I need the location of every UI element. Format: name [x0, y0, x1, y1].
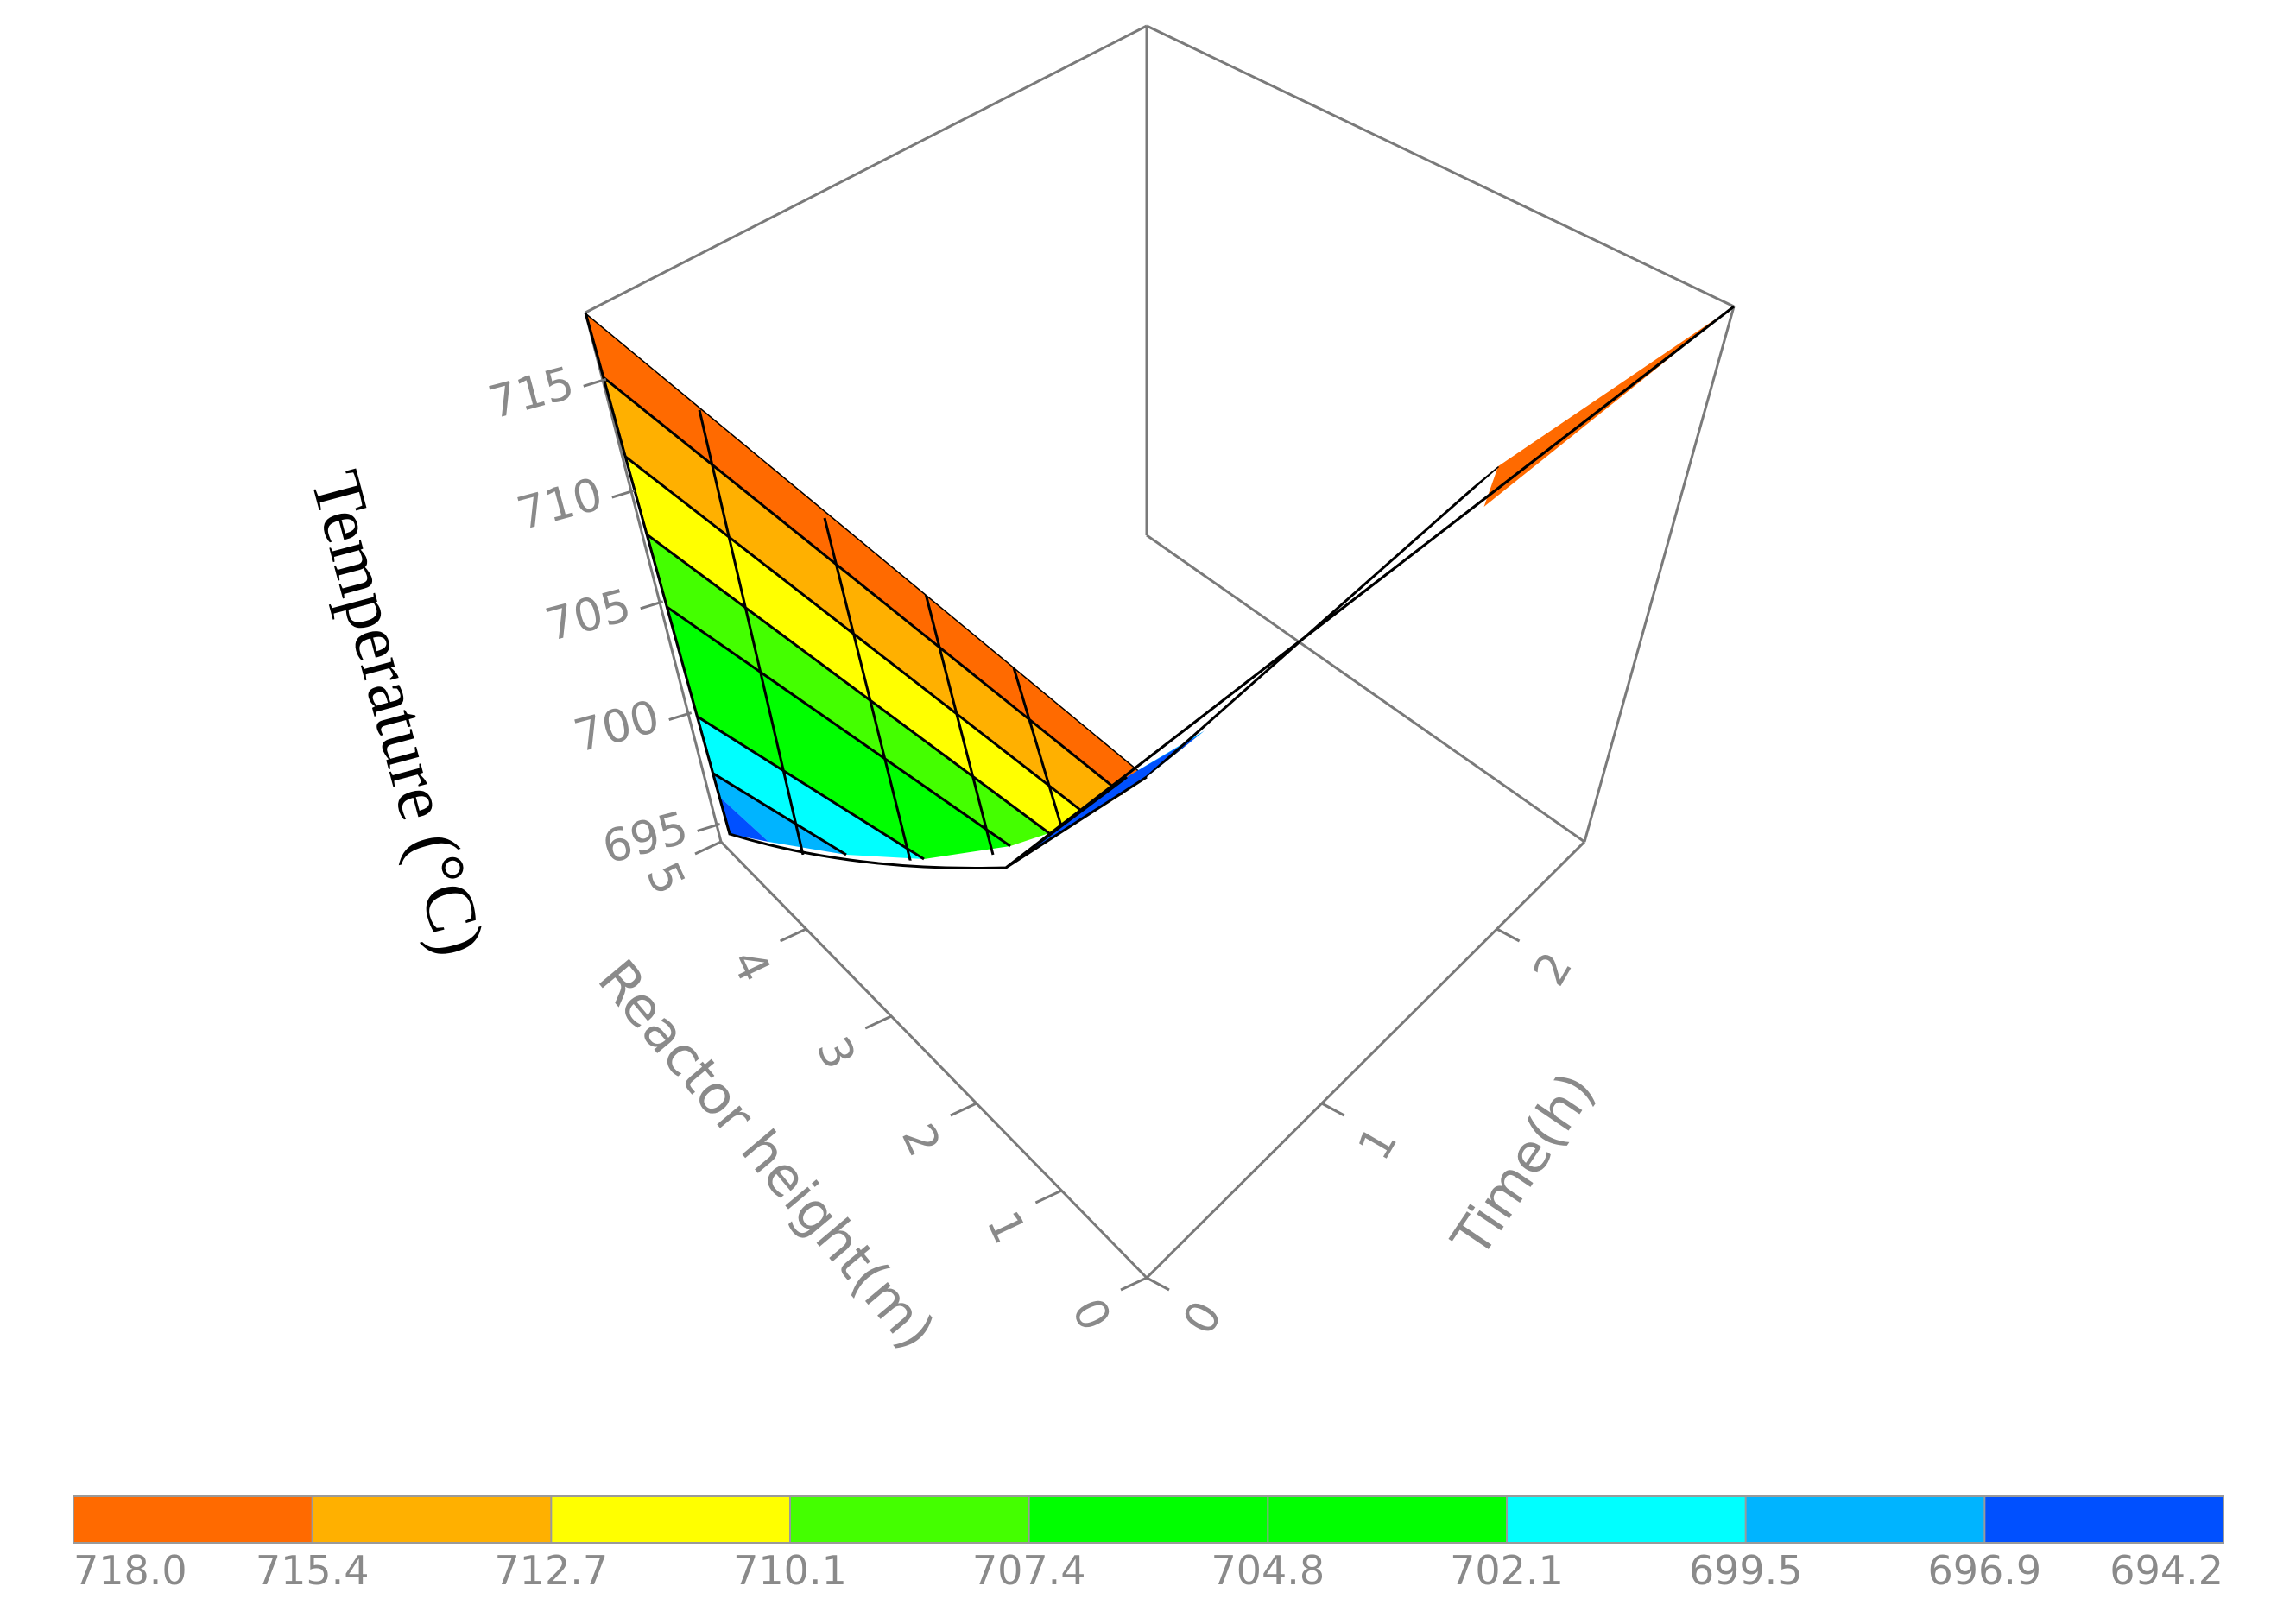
z-tick-mark	[611, 489, 636, 499]
box-edge-floor-left	[719, 840, 1148, 1280]
x-axis-title: Reactor height(m)	[586, 948, 948, 1362]
colorbar-label: 715.4	[256, 1547, 370, 1594]
surface-band-green	[1278, 509, 1572, 691]
y-tick-label: 2	[1524, 944, 1584, 995]
colorbar-label: 696.9	[1927, 1547, 2041, 1594]
surface-band-702-707	[626, 578, 1010, 859]
colorbar-segment	[551, 1496, 790, 1543]
x-tick-mark	[864, 1014, 892, 1030]
x-tick-mark	[950, 1102, 977, 1117]
z-tick-mark	[697, 822, 721, 832]
z-tick-label: 700	[569, 691, 665, 763]
box-edge-back-right	[1146, 24, 1735, 308]
y-tick-mark	[1496, 927, 1521, 943]
surface-outline	[584, 305, 1735, 870]
plot-box	[584, 24, 1736, 1280]
y-axis-title: Time(h)	[1439, 1061, 1607, 1268]
colorbar-label: 704.8	[1211, 1547, 1325, 1594]
z-tick-mark	[668, 711, 693, 722]
z-tick-label: 710	[512, 469, 608, 541]
z-tick-label: 715	[484, 357, 579, 430]
x-tick-mark	[1120, 1276, 1148, 1292]
colorbar-segment	[790, 1496, 1029, 1543]
colorbar-label: 694.2	[2109, 1547, 2223, 1594]
colorbar-label: 707.4	[972, 1547, 1086, 1594]
colorbar-segment	[1984, 1496, 2223, 1543]
surface-band-715-718	[585, 313, 1147, 794]
x-tick-mark	[779, 927, 807, 943]
x-tick-label: 3	[806, 1029, 864, 1077]
z-axis-title: Temperature (°C)	[296, 463, 501, 964]
box-edge-back-left	[585, 24, 1148, 314]
z-tick-label: 705	[541, 579, 636, 652]
colorbar-label: 718.0	[73, 1547, 187, 1594]
colorbar-label: 699.5	[1689, 1547, 1803, 1594]
surface-band-707-710	[613, 509, 1049, 846]
surface-mesh-height	[585, 313, 1147, 864]
x-tick-label: 2	[891, 1116, 950, 1164]
z-tick-mark	[640, 600, 664, 610]
x-tick-label: 4	[721, 942, 780, 989]
box-edge-floor-back	[1146, 534, 1585, 844]
colorbar-segment	[73, 1496, 313, 1543]
surface-band-710-712	[604, 440, 1088, 833]
z-tick-mark	[583, 377, 607, 388]
colorbar	[73, 1495, 2224, 1544]
colorbar-label: 712.7	[494, 1547, 608, 1594]
y-tick-mark	[1321, 1102, 1345, 1117]
x-tick-mark	[694, 840, 722, 856]
x-tick-label: 0	[1061, 1291, 1120, 1338]
x-tick-mark	[1034, 1189, 1063, 1204]
y-tick-label: 1	[1349, 1118, 1408, 1169]
box-edge-right-vertical	[1583, 306, 1736, 843]
colorbar-label: 702.1	[1450, 1547, 1564, 1594]
x-tick-label: 1	[977, 1204, 1035, 1251]
colorbar-label: 710.1	[733, 1547, 847, 1594]
surface-height-face	[585, 313, 1147, 864]
box-edge-floor-right	[1145, 840, 1586, 1280]
colorbar-segment	[1745, 1496, 1985, 1543]
z-axis-line	[584, 312, 723, 843]
colorbar-segment	[1507, 1496, 1746, 1543]
y-tick-label: 0	[1173, 1292, 1233, 1343]
colorbar-segment	[312, 1496, 552, 1543]
surface-band-712-715	[596, 371, 1123, 816]
colorbar-labels: 718.0 715.4 712.7 710.1 707.4 704.8 702.1 699.5…	[73, 1547, 2223, 1594]
surface-band-cyan	[1209, 604, 1425, 730]
surface-band-warm	[1468, 306, 1734, 553]
y-tick-mark	[1146, 1276, 1170, 1292]
